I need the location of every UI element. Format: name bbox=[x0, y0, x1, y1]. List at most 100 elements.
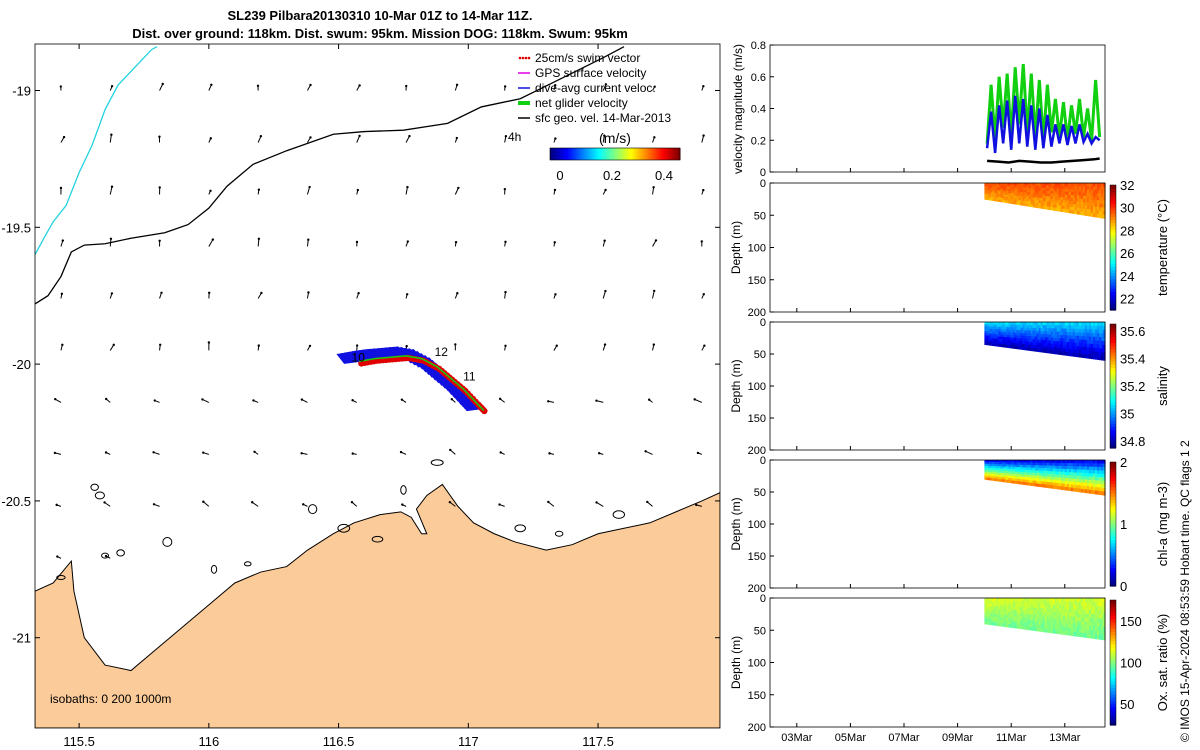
profile-cell bbox=[998, 478, 1002, 482]
profile-cell bbox=[1002, 322, 1006, 326]
sfc-velocity-arrowhead bbox=[504, 135, 508, 138]
profile-cell bbox=[1096, 618, 1100, 624]
profile-cell bbox=[1044, 201, 1048, 205]
profile-cell bbox=[1034, 611, 1038, 615]
panel-colorbar-tick-label: 28 bbox=[1120, 223, 1134, 238]
profile-cell bbox=[1010, 473, 1014, 477]
profile-cell bbox=[1032, 627, 1036, 631]
sfc-velocity-arrowhead bbox=[259, 134, 263, 138]
profile-cell bbox=[998, 468, 1002, 472]
profile-cell bbox=[1010, 609, 1014, 614]
profile-cell bbox=[1042, 608, 1046, 613]
profile-cell bbox=[1050, 199, 1054, 203]
profile-cell bbox=[992, 195, 996, 198]
panel-colorbar-cell bbox=[1110, 219, 1116, 224]
panel-colorbar-cell bbox=[1110, 579, 1116, 584]
profile-cell bbox=[1026, 324, 1030, 329]
profile-cell bbox=[1078, 353, 1082, 358]
profile-cell bbox=[990, 476, 994, 479]
profile-cell bbox=[1100, 598, 1104, 603]
profile-cell bbox=[1060, 205, 1064, 210]
colorbar-cell bbox=[568, 148, 571, 160]
panel-colorbar-cell bbox=[1110, 278, 1116, 283]
profile-cell bbox=[1060, 483, 1064, 487]
profile-cell bbox=[1080, 485, 1084, 490]
profile-cell bbox=[1054, 183, 1058, 187]
profile-cell bbox=[1026, 626, 1030, 631]
sfc-velocity-arrowhead bbox=[406, 240, 410, 243]
profile-cell bbox=[1014, 191, 1018, 195]
profile-cell bbox=[1078, 328, 1082, 334]
profile-cell bbox=[1092, 606, 1096, 611]
profile-cell bbox=[994, 183, 998, 186]
profile-cell bbox=[1014, 600, 1018, 605]
profile-cell bbox=[1040, 348, 1044, 353]
profile-cell bbox=[1008, 339, 1012, 344]
sfc-velocity-arrowhead bbox=[256, 84, 260, 88]
profile-cell bbox=[992, 343, 996, 347]
panel-colorbar-cell bbox=[1110, 471, 1116, 475]
profile-cell bbox=[1004, 464, 1008, 468]
profile-cell bbox=[984, 339, 988, 343]
profile-cell bbox=[1074, 469, 1078, 474]
profile-cell bbox=[1098, 635, 1102, 640]
profile-cell bbox=[1092, 193, 1096, 198]
profile-cell bbox=[1086, 329, 1090, 334]
profile-cell bbox=[1020, 193, 1024, 197]
profile-cell bbox=[988, 469, 992, 473]
profile-cell bbox=[1008, 345, 1012, 349]
panel-colorbar-label: temperature (°C) bbox=[1155, 199, 1170, 296]
profile-cell bbox=[1040, 342, 1044, 347]
profile-cell bbox=[1052, 482, 1056, 487]
profile-cell bbox=[986, 340, 990, 343]
profile-cell bbox=[1012, 185, 1016, 188]
profile-cell bbox=[1022, 185, 1026, 189]
profile-cell bbox=[1080, 336, 1084, 341]
profile-cell bbox=[1042, 628, 1046, 633]
profile-cell bbox=[1030, 339, 1034, 343]
profile-cell bbox=[1024, 327, 1028, 331]
profile-cell bbox=[1058, 331, 1062, 336]
profile-cell bbox=[1092, 466, 1096, 471]
profile-cell bbox=[992, 326, 996, 330]
profile-cell bbox=[1034, 333, 1038, 338]
profile-cell bbox=[1016, 340, 1020, 344]
profile-cell bbox=[1060, 619, 1064, 624]
profile-cell bbox=[1082, 609, 1086, 615]
sfc-velocity-arrowhead bbox=[56, 555, 59, 558]
profile-cell bbox=[1072, 186, 1076, 190]
profile-cell bbox=[1066, 463, 1070, 467]
profile-cell bbox=[1002, 477, 1006, 481]
profile-cell bbox=[1048, 349, 1052, 354]
colorbar-cell bbox=[580, 148, 583, 160]
profile-cell bbox=[992, 611, 996, 615]
profile-cell bbox=[1062, 351, 1066, 356]
profile-cell bbox=[1062, 335, 1066, 339]
profile-cell bbox=[1060, 183, 1064, 187]
profile-cell bbox=[1040, 624, 1044, 629]
profile-cell bbox=[1026, 336, 1030, 340]
profile-cell bbox=[1048, 462, 1052, 467]
depth-axis-label: Depth (m) bbox=[729, 359, 743, 412]
panel-colorbar-cell bbox=[1110, 706, 1116, 710]
profile-cell bbox=[1072, 624, 1076, 629]
profile-cell bbox=[1044, 322, 1048, 326]
profile-cell bbox=[984, 195, 988, 199]
profile-cell bbox=[1028, 344, 1032, 349]
panel-colorbar-cell bbox=[1110, 703, 1116, 707]
profile-cell bbox=[1062, 183, 1066, 187]
profile-cell bbox=[1100, 602, 1104, 607]
sfc-velocity-arrowhead bbox=[252, 399, 255, 402]
profile-cell bbox=[1016, 464, 1020, 468]
profile-cell bbox=[1018, 474, 1022, 478]
profile-cell bbox=[1004, 337, 1008, 341]
profile-cell bbox=[998, 195, 1002, 199]
profile-cell bbox=[984, 610, 988, 615]
profile-cell bbox=[988, 335, 992, 339]
panel-colorbar-cell bbox=[1110, 285, 1116, 289]
colorbar-tick-label: 0.2 bbox=[603, 168, 621, 183]
profile-cell bbox=[1012, 473, 1016, 477]
profile-cell bbox=[1078, 613, 1082, 618]
profile-cell bbox=[1056, 207, 1060, 212]
profile-cell bbox=[1090, 325, 1094, 330]
